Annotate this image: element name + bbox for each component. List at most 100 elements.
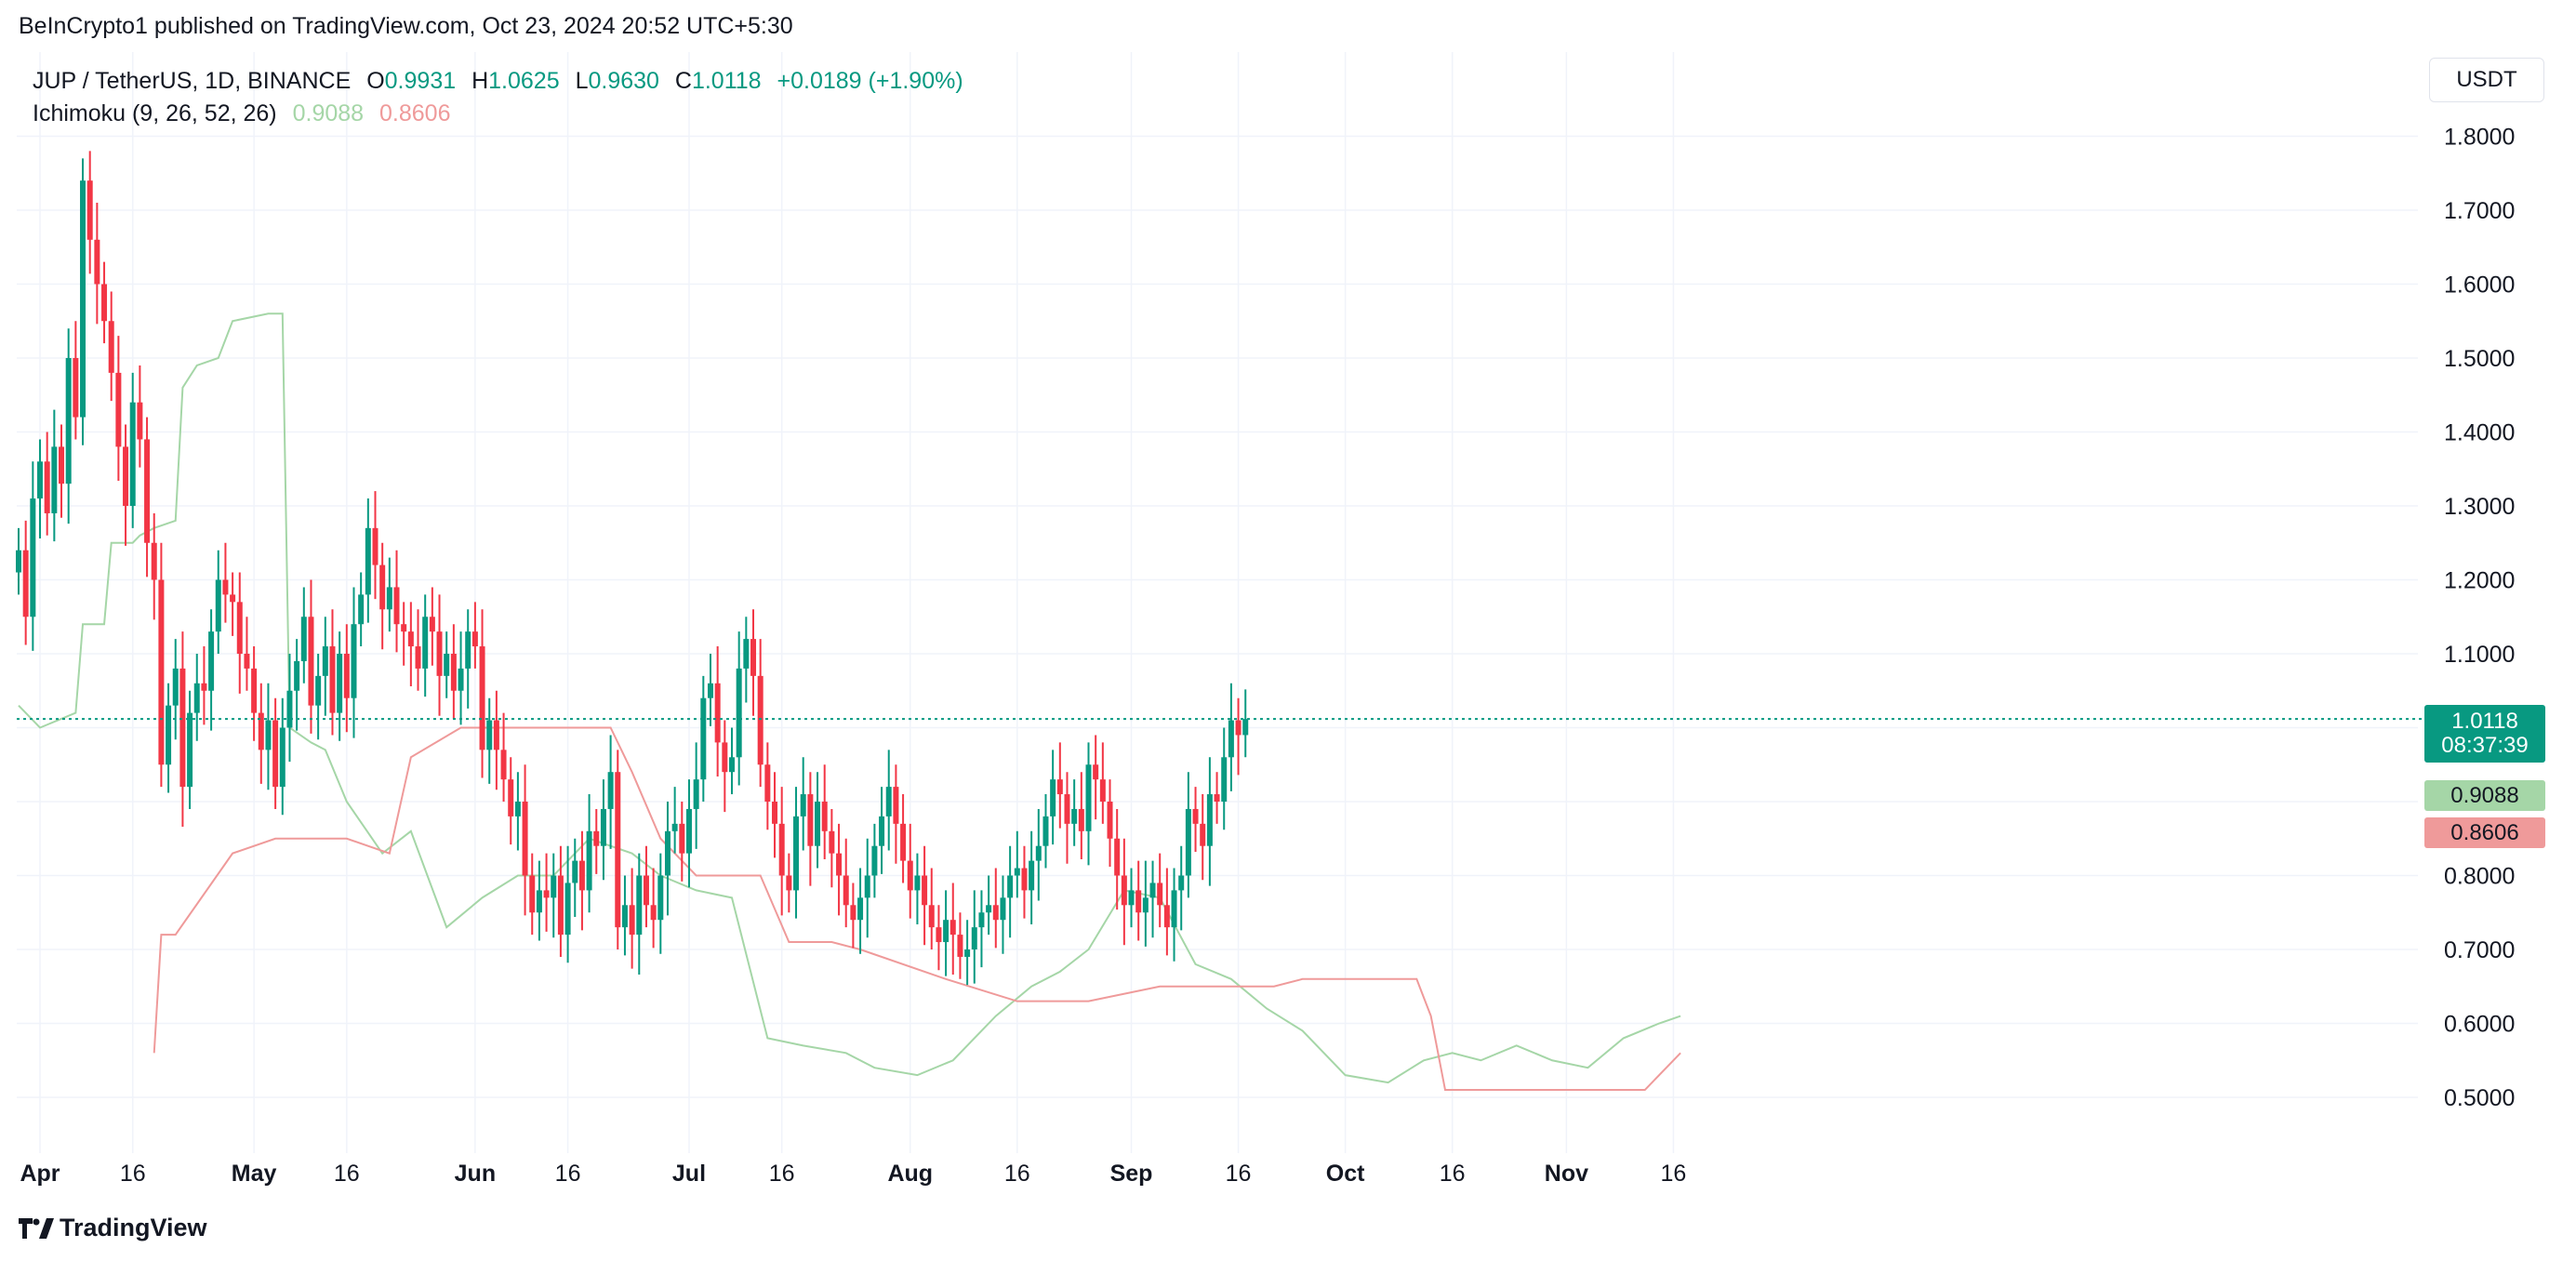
- candle-body: [1014, 868, 1020, 876]
- candle-body: [850, 905, 856, 921]
- candle-body: [272, 720, 279, 788]
- candle-body: [750, 639, 757, 676]
- close-value: 1.0118: [691, 68, 762, 94]
- candle-body: [471, 631, 478, 647]
- candle-body: [315, 675, 322, 706]
- tradingview-logo[interactable]: TradingView: [19, 1214, 207, 1242]
- time-tick-label: Jun: [455, 1161, 496, 1187]
- candle-body: [86, 180, 93, 240]
- candle-body: [729, 757, 735, 773]
- candle-body: [736, 668, 742, 758]
- candle-body: [800, 794, 806, 816]
- indicator-row: Ichimoku (9, 26, 52, 26) 0.9088 0.8606: [33, 98, 973, 130]
- candle-body: [444, 654, 450, 676]
- candle-body: [258, 712, 264, 750]
- candle-body: [621, 905, 628, 928]
- low-value: 0.9630: [588, 68, 659, 94]
- candle-body: [1157, 883, 1163, 906]
- candle-body: [22, 550, 29, 617]
- candle-body: [971, 927, 977, 949]
- candle-body: [885, 787, 892, 816]
- candle-body: [829, 830, 835, 854]
- candle-body: [764, 764, 771, 802]
- candle-body: [643, 875, 649, 906]
- candle-body: [700, 697, 707, 780]
- candle-body: [928, 905, 935, 928]
- time-tick-label: Nov: [1545, 1161, 1588, 1187]
- high-label: H: [471, 68, 489, 94]
- price-axis: 1.8000 1.7000 1.6000 1.5000 1.4000 1.3000 1.20…: [2444, 125, 2515, 1112]
- candle-body: [757, 675, 764, 765]
- time-tick-label: 16: [120, 1161, 146, 1187]
- candle-body: [422, 617, 429, 669]
- candle-body: [1107, 802, 1113, 839]
- time-tick-label: 16: [1440, 1161, 1466, 1187]
- span-a-value: 0.9088: [292, 100, 365, 126]
- indicator-label[interactable]: Ichimoku (9, 26, 52, 26): [33, 100, 277, 126]
- candle-body: [1114, 838, 1121, 876]
- ohlc-row: JUP / TetherUS, 1D, BINANCE O0.9931 H1.0…: [33, 65, 973, 98]
- candle-body: [1149, 883, 1156, 898]
- candle-body: [393, 587, 400, 625]
- candle-body: [265, 720, 272, 750]
- time-tick-label: 16: [555, 1161, 581, 1187]
- candle-body: [514, 802, 521, 816]
- candle-body: [593, 830, 600, 846]
- time-tick-label: 16: [769, 1161, 795, 1187]
- candle-body: [893, 787, 899, 824]
- candle-body: [343, 654, 350, 698]
- candle-body: [479, 646, 485, 750]
- candle-body: [607, 772, 614, 809]
- time-tick-label: 16: [1661, 1161, 1687, 1187]
- tradingview-logo-icon: [19, 1217, 54, 1239]
- candle-body: [294, 660, 300, 691]
- candle-body: [465, 631, 471, 669]
- candle-body: [529, 875, 536, 913]
- symbol-label[interactable]: JUP / TetherUS, 1D, BINANCE: [33, 68, 352, 94]
- candle-body: [429, 617, 435, 632]
- candle-body: [857, 897, 864, 921]
- candle-body: [586, 830, 592, 891]
- candle-body: [992, 905, 999, 921]
- candle-body: [707, 683, 713, 698]
- candle-body: [51, 446, 58, 513]
- candle-body: [693, 779, 699, 809]
- candle-body: [358, 594, 365, 625]
- candle-body: [493, 720, 499, 750]
- candle-body: [1214, 794, 1220, 802]
- currency-button[interactable]: USDT: [2429, 58, 2544, 102]
- candle-body: [1142, 897, 1149, 913]
- bar-countdown: 08:37:39: [2441, 733, 2529, 758]
- candle-body: [964, 949, 971, 957]
- candle-body: [843, 875, 849, 906]
- candle-body: [1099, 779, 1106, 802]
- candle-body: [1007, 875, 1014, 898]
- candle-body: [714, 683, 721, 743]
- candle-body: [821, 802, 828, 831]
- candle-body: [636, 875, 643, 936]
- candle-body: [807, 794, 814, 846]
- candle-body: [73, 358, 79, 418]
- time-tick-label: 16: [334, 1161, 360, 1187]
- candle-body: [864, 875, 870, 898]
- candle-body: [685, 808, 692, 854]
- low-label: L: [575, 68, 589, 94]
- candle-body: [151, 542, 157, 580]
- candle-body: [936, 927, 942, 943]
- candle-body: [215, 579, 221, 632]
- candle-body: [44, 461, 50, 513]
- candle-body: [907, 860, 913, 891]
- candle-body: [179, 668, 186, 788]
- candle-body: [786, 875, 792, 891]
- candle-body: [230, 594, 236, 603]
- candle-body: [1235, 720, 1242, 736]
- time-tick-label: Aug: [887, 1161, 933, 1187]
- last-price-tag: 1.0118 08:37:39: [2424, 705, 2545, 763]
- close-label: C: [674, 68, 692, 94]
- time-tick-label: Oct: [1326, 1161, 1365, 1187]
- candle-body: [793, 816, 800, 891]
- candle-body: [1085, 764, 1092, 831]
- candle-body: [943, 920, 949, 943]
- candle-body: [329, 646, 336, 713]
